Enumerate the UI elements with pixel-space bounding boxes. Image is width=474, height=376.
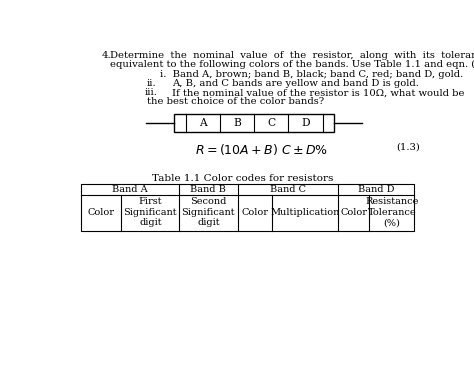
Text: iii.: iii. <box>145 88 157 97</box>
Text: Multiplication: Multiplication <box>271 208 340 217</box>
Text: Determine  the  nominal  value  of  the  resistor,  along  with  its  tolerance,: Determine the nominal value of the resis… <box>109 51 474 60</box>
Text: ii.: ii. <box>147 79 156 88</box>
Bar <box>81 184 414 232</box>
Text: Second: Second <box>190 197 227 206</box>
Text: Band C: Band C <box>270 185 306 194</box>
Text: D: D <box>301 118 310 128</box>
Text: i.  Band A, brown; band B, black; band C, red; band D, gold.: i. Band A, brown; band B, black; band C,… <box>160 70 463 79</box>
Text: Band D: Band D <box>358 185 394 194</box>
Text: Significant: Significant <box>182 208 235 217</box>
Text: Tolerance: Tolerance <box>367 208 416 217</box>
Text: Color: Color <box>241 208 268 217</box>
Text: the best choice of the color bands?: the best choice of the color bands? <box>147 97 324 106</box>
Text: (%): (%) <box>383 218 400 227</box>
Text: A: A <box>199 118 207 128</box>
Text: Band B: Band B <box>191 185 227 194</box>
Text: $R = (10A+B)\ C \pm D\%$: $R = (10A+B)\ C \pm D\%$ <box>195 142 328 157</box>
Text: equivalent to the following colors of the bands. Use Table 1.1 and eqn. (1.3).: equivalent to the following colors of th… <box>109 60 474 69</box>
Text: A, B, and C bands are yellow and band D is gold.: A, B, and C bands are yellow and band D … <box>172 79 419 88</box>
Text: Color: Color <box>340 208 367 217</box>
Text: Band A: Band A <box>112 185 148 194</box>
Text: Significant: Significant <box>124 208 177 217</box>
Text: digit: digit <box>139 218 162 227</box>
Text: Table 1.1 Color codes for resistors: Table 1.1 Color codes for resistors <box>152 174 334 183</box>
Bar <box>174 114 334 132</box>
Text: digit: digit <box>197 218 220 227</box>
Text: 4.: 4. <box>102 51 111 60</box>
Text: Resistance: Resistance <box>365 197 419 206</box>
Text: B: B <box>233 118 241 128</box>
Text: Color: Color <box>88 208 115 217</box>
Text: C: C <box>267 118 275 128</box>
Text: (1.3): (1.3) <box>396 142 420 151</box>
Text: First: First <box>138 197 162 206</box>
Text: If the nominal value of the resistor is 10Ω, what would be: If the nominal value of the resistor is … <box>172 88 464 97</box>
